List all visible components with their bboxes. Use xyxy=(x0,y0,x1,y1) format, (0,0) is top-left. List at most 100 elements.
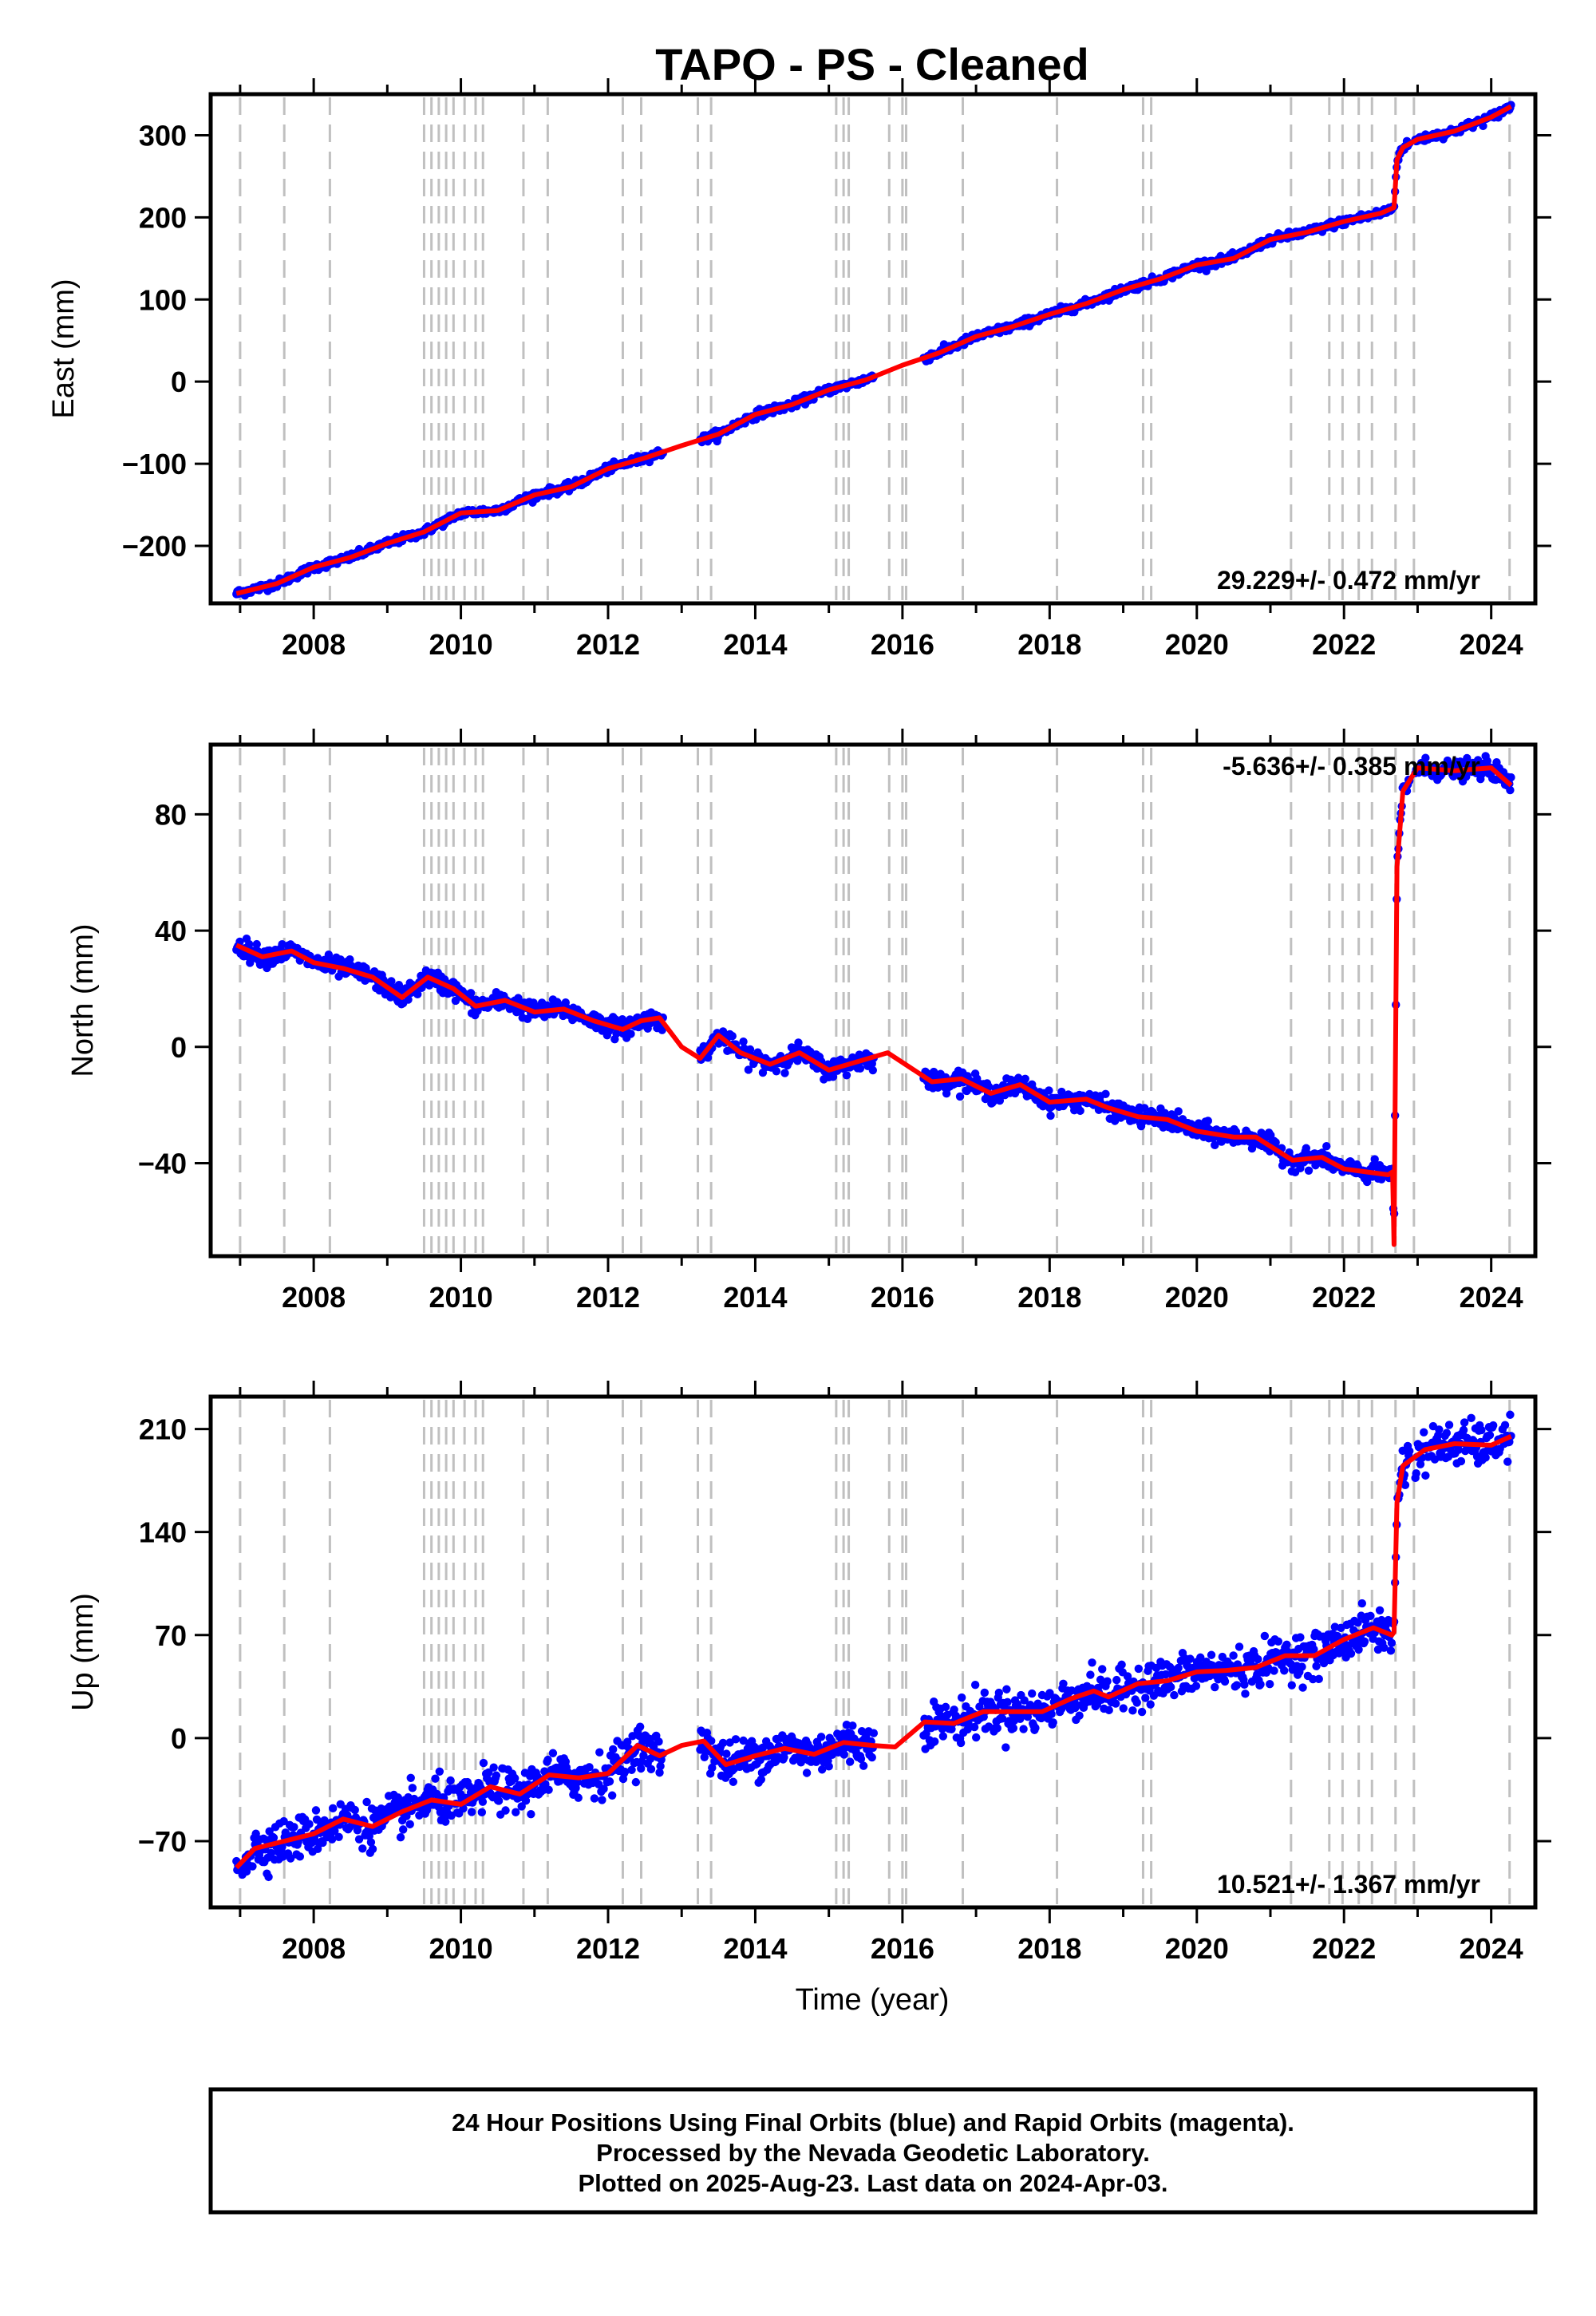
up-data-point xyxy=(362,1797,371,1807)
north-data-point xyxy=(413,990,422,999)
up-data-point xyxy=(1211,1682,1219,1692)
up-data-point xyxy=(1235,1642,1244,1651)
up-data-point xyxy=(1506,1410,1515,1419)
up-data-point xyxy=(605,1777,614,1786)
up-data-point xyxy=(494,1796,504,1805)
east-y-tick-label: 300 xyxy=(139,119,187,152)
up-data-point xyxy=(327,1835,337,1844)
up-data-point xyxy=(511,1774,519,1783)
up-data-point xyxy=(980,1688,990,1697)
up-data-point xyxy=(286,1854,295,1863)
up-data-point xyxy=(402,1812,411,1820)
up-data-point xyxy=(543,1755,552,1765)
up-data-point xyxy=(1442,1429,1452,1437)
north-data-point xyxy=(1370,1155,1379,1164)
east-y-tick-label: −100 xyxy=(122,448,187,480)
up-data-point xyxy=(609,1745,618,1754)
up-data-point xyxy=(1456,1456,1466,1466)
up-data-point xyxy=(1477,1425,1486,1435)
up-data-point xyxy=(479,1758,488,1768)
east-x-tick-label: 2008 xyxy=(282,628,346,661)
north-x-tick-label: 2012 xyxy=(576,1281,640,1314)
up-data-point xyxy=(845,1757,855,1766)
up-data-point xyxy=(637,1764,646,1773)
north-panel: −40 0 40 80 2008 2010 2012 2014 2016 2018 2020 2022… xyxy=(66,729,1551,1314)
north-y-tick-label: 0 xyxy=(171,1031,187,1064)
north-data-point xyxy=(868,1065,878,1075)
up-data-point xyxy=(1232,1681,1242,1690)
north-x-tick-label: 2014 xyxy=(723,1281,787,1314)
up-data-point xyxy=(585,1763,594,1772)
up-data-point xyxy=(435,1767,444,1776)
east-data-point xyxy=(1479,121,1487,131)
east-x-tick-label: 2014 xyxy=(723,628,787,661)
east-x-tick-label: 2022 xyxy=(1312,628,1376,661)
up-x-tick-label: 2008 xyxy=(282,1932,346,1965)
north-model-line xyxy=(235,765,1513,1247)
north-x-tick-label: 2024 xyxy=(1460,1281,1523,1314)
north-data-point xyxy=(404,995,413,1004)
up-data-point xyxy=(393,1793,403,1802)
north-data-point xyxy=(1322,1142,1331,1151)
up-model-line xyxy=(235,1434,1512,1870)
up-y-tick-label: 140 xyxy=(139,1516,187,1549)
up-data-point xyxy=(406,1773,415,1782)
up-data-point xyxy=(824,1762,833,1771)
up-data-point xyxy=(431,1774,440,1783)
north-data-point xyxy=(244,939,254,949)
up-data-point xyxy=(1002,1685,1011,1694)
up-data-point xyxy=(1098,1665,1107,1674)
up-panel: −70 0 70 140 210 2008 2010 2012 2014 2016 2018 2020… xyxy=(66,1381,1551,1965)
up-data-point xyxy=(1274,1637,1283,1646)
up-data-point xyxy=(527,1810,535,1819)
north-x-tick-label: 2020 xyxy=(1165,1281,1229,1314)
north-data-point xyxy=(618,1015,627,1024)
up-data-point xyxy=(620,1767,630,1777)
up-data-point xyxy=(1166,1682,1175,1692)
up-data-point xyxy=(484,1768,493,1777)
up-data-point xyxy=(328,1804,338,1813)
up-data-point xyxy=(708,1763,717,1773)
up-data-point xyxy=(930,1737,939,1746)
up-data-point xyxy=(478,1797,488,1806)
up-data-point xyxy=(1314,1674,1323,1684)
up-data-point xyxy=(1241,1690,1250,1698)
up-data-point xyxy=(639,1751,648,1761)
east-frame xyxy=(208,92,1538,606)
up-data-point xyxy=(1421,1471,1430,1480)
up-data-point xyxy=(1240,1680,1249,1690)
up-data-point xyxy=(350,1805,359,1815)
up-data-point xyxy=(1460,1418,1469,1427)
up-data-point xyxy=(1086,1670,1095,1679)
north-data-point xyxy=(828,1073,838,1081)
up-data-point xyxy=(1075,1711,1084,1720)
east-y-tick-label: 100 xyxy=(139,283,187,316)
up-data-point xyxy=(489,1763,498,1772)
up-data-point xyxy=(941,1702,950,1712)
north-data-point xyxy=(1483,757,1491,765)
up-data-point xyxy=(599,1784,608,1793)
north-data-point xyxy=(1462,773,1471,781)
up-data-point xyxy=(848,1721,857,1730)
north-data-point xyxy=(772,1067,781,1076)
up-data-point xyxy=(279,1816,288,1826)
north-data-point xyxy=(346,954,354,964)
up-data-point xyxy=(1503,1457,1512,1466)
up-data-point xyxy=(1420,1428,1428,1437)
up-data-point xyxy=(1357,1599,1367,1608)
north-data-point xyxy=(466,989,476,998)
east-x-tick-label: 2024 xyxy=(1460,628,1523,661)
up-data-point xyxy=(654,1737,663,1746)
figure-title: TAPO - PS - Cleaned xyxy=(655,39,1088,89)
up-data-point xyxy=(1117,1660,1126,1670)
up-data-point xyxy=(970,1680,980,1690)
up-data-point xyxy=(1282,1640,1291,1649)
up-data-point xyxy=(1049,1718,1057,1727)
north-data-point xyxy=(1271,1138,1280,1147)
up-x-tick-label: 2024 xyxy=(1460,1932,1523,1965)
up-data-point xyxy=(867,1753,876,1762)
up-data-point xyxy=(405,1820,414,1829)
up-data-point xyxy=(358,1844,367,1853)
east-x-tick-label: 2010 xyxy=(429,628,493,661)
up-data-point xyxy=(1412,1469,1420,1478)
